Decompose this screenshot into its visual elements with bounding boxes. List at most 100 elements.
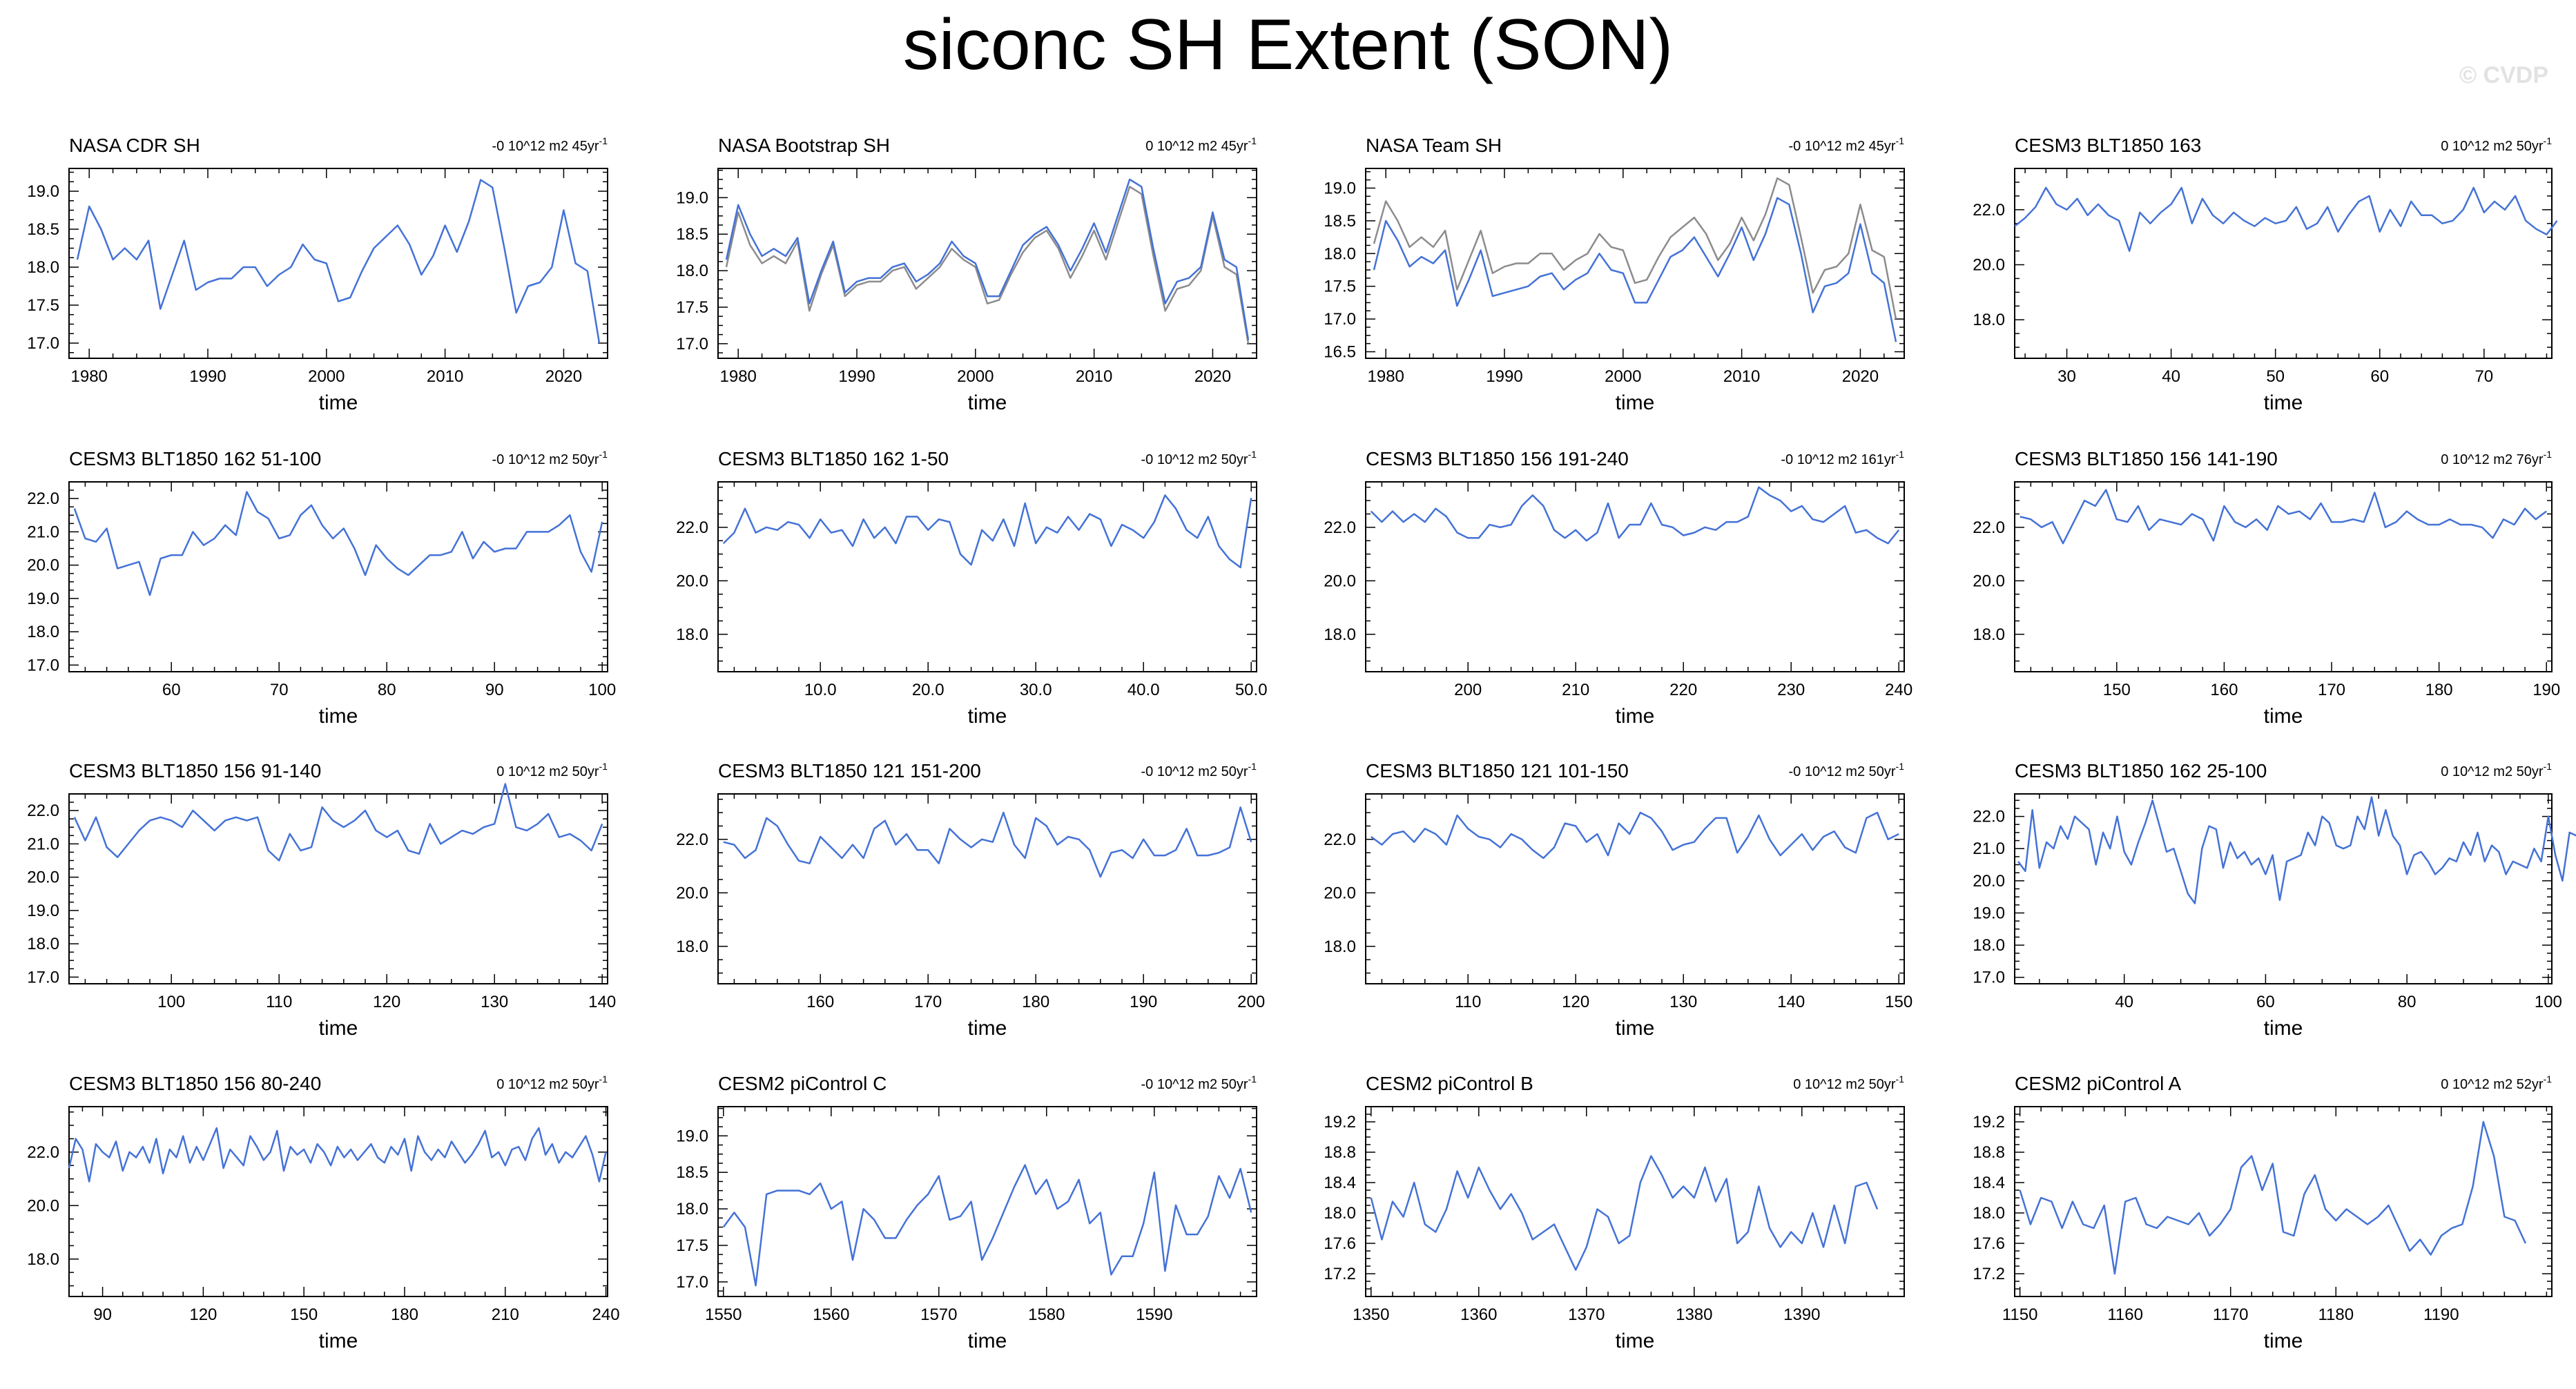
- x-tick-label: 110: [1455, 993, 1481, 1011]
- x-tick-label: 160: [2210, 681, 2238, 699]
- panel-trend-annotation: -0 10^12 m2 50yr-1: [1141, 761, 1257, 779]
- panel-title: CESM3 BLT1850 163: [2015, 135, 2201, 156]
- x-tick-label: 2010: [1076, 367, 1112, 386]
- series-line: [2020, 489, 2547, 545]
- y-tick-label: 18.0: [1973, 936, 2005, 955]
- y-tick-label: 17.6: [1324, 1234, 1356, 1253]
- x-tick-label: 80: [2398, 993, 2417, 1011]
- y-tick-label: 18.5: [27, 220, 59, 239]
- y-tick-label: 17.5: [676, 1236, 708, 1255]
- plot-frame: [68, 793, 608, 984]
- series-line: [1373, 177, 1897, 320]
- x-tick-label: 180: [1022, 993, 1049, 1011]
- x-axis-label: time: [319, 1017, 358, 1040]
- chart-panel: CESM3 BLT1850 156 80-240 0 10^12 m2 50yr-…: [27, 1073, 619, 1352]
- chart-panel: NASA CDR SH -0 10^12 m2 45yr-1 1980 1990 200…: [27, 135, 608, 414]
- x-axis-label: time: [1616, 1017, 1655, 1040]
- x-tick-label: 90: [485, 681, 504, 699]
- chart-panel: CESM2 piControl A 0 10^12 m2 52yr-1 1150 11…: [1973, 1073, 2553, 1352]
- panel-trend-annotation: -0 10^12 m2 50yr-1: [492, 449, 608, 467]
- y-tick-label: 19.2: [1324, 1113, 1356, 1131]
- x-tick-label: 70: [2475, 367, 2493, 386]
- x-tick-label: 50.0: [1235, 681, 1268, 699]
- chart-panel: NASA Bootstrap SH 0 10^12 m2 45yr-1 1980 19…: [676, 135, 1257, 414]
- x-tick-label: 1990: [189, 367, 226, 386]
- panel-trend-annotation: -0 10^12 m2 45yr-1: [492, 135, 608, 154]
- y-tick-label: 19.0: [27, 182, 59, 201]
- y-tick-label: 18.0: [676, 938, 708, 956]
- plot-frame: [2014, 1106, 2553, 1297]
- x-tick-label: 1590: [1136, 1305, 1172, 1324]
- x-tick-label: 1570: [920, 1305, 957, 1324]
- x-tick-label: 200: [1237, 993, 1265, 1011]
- x-tick-label: 150: [290, 1305, 318, 1324]
- x-tick-label: 180: [2425, 681, 2453, 699]
- x-tick-label: 2010: [1723, 367, 1760, 386]
- y-tick-label: 19.2: [1973, 1113, 2005, 1131]
- panel-trend-annotation: 0 10^12 m2 50yr-1: [2441, 761, 2552, 779]
- y-tick-label: 19.0: [1973, 904, 2005, 922]
- y-tick-label: 18.8: [1973, 1143, 2005, 1162]
- x-tick-label: 1980: [71, 367, 108, 386]
- y-tick-label: 22.0: [1973, 808, 2005, 826]
- y-tick-label: 20.0: [1324, 884, 1356, 902]
- x-tick-label: 1160: [2107, 1305, 2143, 1324]
- x-tick-label: 2000: [308, 367, 345, 386]
- y-tick-label: 22.0: [27, 1143, 59, 1162]
- panel-trend-annotation: 0 10^12 m2 50yr-1: [496, 761, 608, 779]
- chart-panel: CESM3 BLT1850 162 51-100 -0 10^12 m2 50yr…: [27, 448, 616, 728]
- x-tick-label: 150: [1885, 993, 1912, 1011]
- x-tick-label: 120: [1562, 993, 1589, 1011]
- x-tick-label: 40.0: [1127, 681, 1160, 699]
- panel-trend-annotation: 0 10^12 m2 50yr-1: [496, 1074, 608, 1092]
- x-axis-label: time: [1616, 705, 1655, 728]
- y-tick-label: 18.0: [1324, 938, 1356, 956]
- y-tick-label: 17.0: [1324, 310, 1356, 329]
- y-tick-label: 18.5: [1324, 212, 1356, 231]
- y-tick-label: 21.0: [1973, 839, 2005, 858]
- y-tick-label: 18.0: [27, 935, 59, 953]
- x-axis-label: time: [2264, 1330, 2303, 1352]
- x-tick-label: 1980: [1368, 367, 1404, 386]
- y-tick-label: 18.0: [27, 258, 59, 277]
- x-tick-label: 210: [1562, 681, 1589, 699]
- y-tick-label: 21.0: [27, 835, 59, 853]
- x-tick-label: 1360: [1460, 1305, 1497, 1324]
- y-tick-label: 18.0: [676, 1200, 708, 1218]
- plot-frame: [1365, 793, 1905, 984]
- x-tick-label: 40: [2115, 993, 2133, 1011]
- x-tick-label: 1380: [1676, 1305, 1712, 1324]
- y-tick-label: 20.0: [1324, 572, 1356, 590]
- y-tick-label: 20.0: [1973, 572, 2005, 590]
- y-tick-label: 18.0: [1324, 625, 1356, 644]
- plot-frame: [717, 793, 1257, 984]
- plot-frame: [2014, 793, 2553, 984]
- x-tick-label: 120: [189, 1305, 217, 1324]
- series-line: [2019, 1120, 2527, 1275]
- x-tick-label: 230: [1777, 681, 1805, 699]
- main-title: siconc SH Extent (SON): [902, 5, 1674, 85]
- x-tick-label: 110: [266, 993, 292, 1011]
- chart-panel: CESM3 BLT1850 163 0 10^12 m2 50yr-1 30 40 50…: [1973, 135, 2558, 414]
- panel-title: CESM3 BLT1850 162 25-100: [2015, 760, 2267, 781]
- y-tick-label: 20.0: [27, 556, 59, 575]
- panel-trend-annotation: 0 10^12 m2 52yr-1: [2441, 1074, 2552, 1092]
- panel-trend-annotation: -0 10^12 m2 50yr-1: [1141, 449, 1257, 467]
- y-tick-label: 19.0: [27, 902, 59, 920]
- panel-title: CESM2 piControl B: [1366, 1073, 1533, 1094]
- plot-frame: [717, 168, 1257, 359]
- x-tick-label: 140: [1777, 993, 1805, 1011]
- panel-title: CESM3 BLT1850 156 191-240: [1366, 448, 1629, 469]
- x-tick-label: 140: [588, 993, 616, 1011]
- x-axis-label: time: [319, 705, 358, 728]
- x-tick-label: 1170: [2213, 1305, 2249, 1324]
- y-tick-label: 18.5: [676, 225, 708, 244]
- x-tick-label: 20.0: [912, 681, 945, 699]
- y-tick-label: 17.5: [27, 296, 59, 315]
- series-line: [722, 1164, 1252, 1287]
- y-tick-label: 20.0: [676, 572, 708, 590]
- y-tick-label: 20.0: [27, 1196, 59, 1215]
- series-line: [725, 178, 1250, 340]
- y-tick-label: 17.0: [676, 335, 708, 353]
